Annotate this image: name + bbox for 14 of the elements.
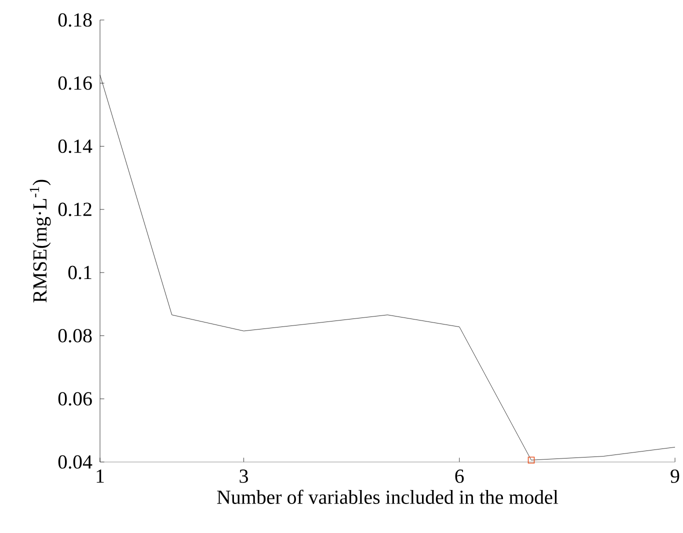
y-tick-label: 0.08 <box>58 328 92 342</box>
y-tick-label: 0.16 <box>58 76 92 90</box>
x-axis-title: Number of variables included in the model <box>217 490 558 504</box>
y-tick-label: 0.18 <box>58 13 92 27</box>
y-tick-label: 0.06 <box>58 392 92 406</box>
x-tick-label: 6 <box>455 470 464 483</box>
x-tick-label: 1 <box>96 470 104 483</box>
y-axis-title: RMSE(mg·L$^{-1}$) <box>30 180 51 302</box>
y-tick-label: 0.1 <box>68 266 92 280</box>
x-tick-label: 9 <box>670 470 680 483</box>
y-tick-label: 0.04 <box>58 455 92 469</box>
y-tick-label: 0.12 <box>58 202 92 216</box>
x-tick-label: 3 <box>240 470 248 483</box>
y-tick-label: 0.14 <box>58 140 92 154</box>
